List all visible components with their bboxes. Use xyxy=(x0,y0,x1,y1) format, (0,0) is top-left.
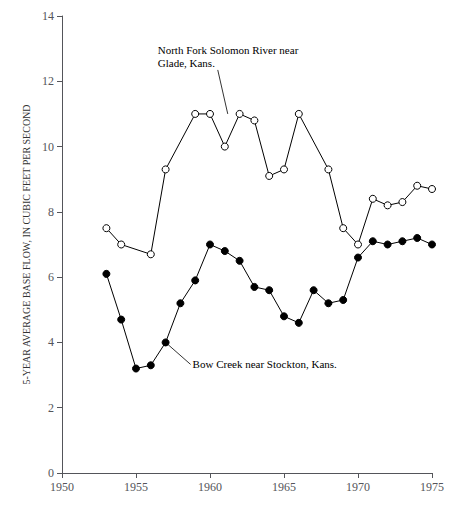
svg-text:12: 12 xyxy=(42,74,54,88)
svg-text:1960: 1960 xyxy=(198,480,222,494)
svg-text:1955: 1955 xyxy=(124,480,148,494)
svg-text:2: 2 xyxy=(48,401,54,415)
svg-text:6: 6 xyxy=(48,270,54,284)
svg-text:5-YEAR AVERAGE BASE FLOW, IN C: 5-YEAR AVERAGE BASE FLOW, IN CUBIC FEET … xyxy=(21,104,32,384)
svg-text:10: 10 xyxy=(42,140,54,154)
svg-text:Glade, Kans.: Glade, Kans. xyxy=(158,57,215,69)
svg-text:8: 8 xyxy=(48,205,54,219)
svg-text:1970: 1970 xyxy=(346,480,370,494)
svg-text:Bow Creek near Stockton, Kans.: Bow Creek near Stockton, Kans. xyxy=(193,358,337,370)
svg-text:14: 14 xyxy=(42,9,54,23)
svg-text:1965: 1965 xyxy=(272,480,296,494)
svg-text:4: 4 xyxy=(48,335,54,349)
svg-text:0: 0 xyxy=(48,466,54,480)
svg-text:1950: 1950 xyxy=(50,480,74,494)
svg-text:1975: 1975 xyxy=(420,480,444,494)
svg-text:North Fork Solomon River near: North Fork Solomon River near xyxy=(158,44,299,56)
